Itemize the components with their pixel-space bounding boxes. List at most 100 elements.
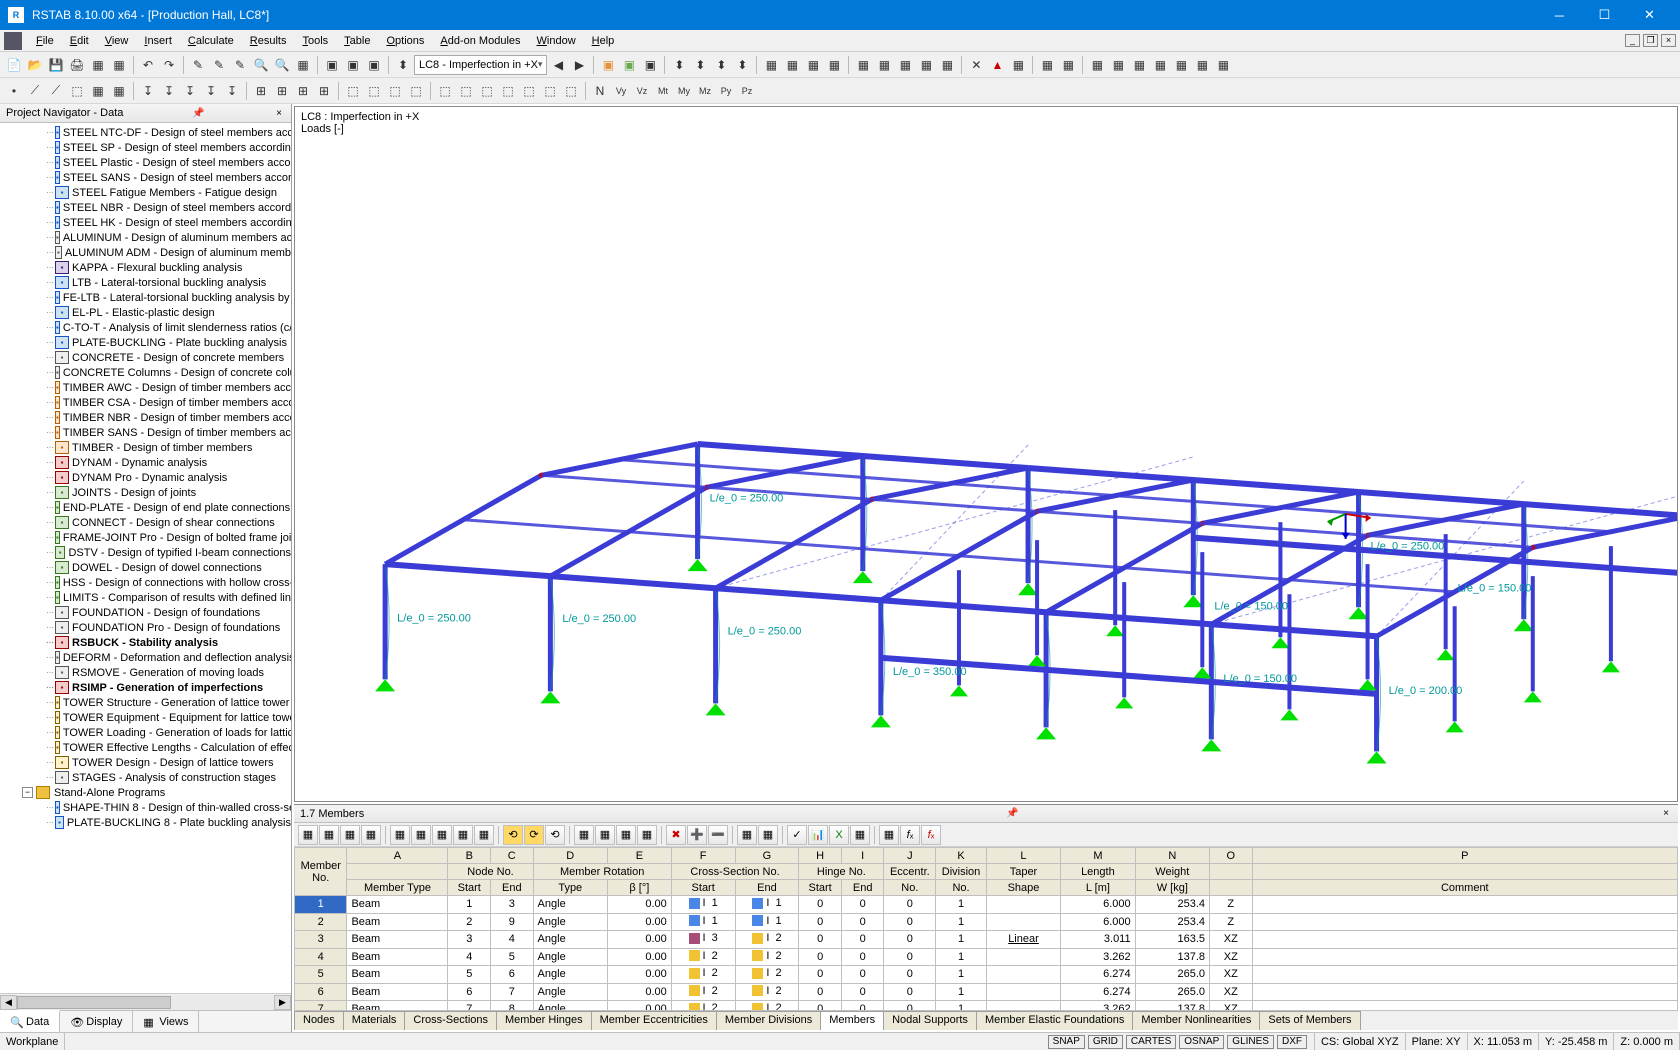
tb-btn-36[interactable]: ✕ <box>966 55 986 75</box>
tb2-3[interactable]: ⟋ <box>46 81 66 101</box>
tb-btn-24[interactable]: ⬍ <box>690 55 710 75</box>
tb2-1[interactable]: • <box>4 81 24 101</box>
tree-item[interactable]: ⋯▪TIMBER CSA - Design of timber members … <box>0 395 291 410</box>
members-tab-member-eccentricities[interactable]: Member Eccentricities <box>591 1011 717 1030</box>
tb2-6[interactable]: ▦ <box>109 81 129 101</box>
tree-item[interactable]: ⋯▪LIMITS - Comparison of results with de… <box>0 590 291 605</box>
tb-btn-42[interactable]: ▦ <box>1108 55 1128 75</box>
tb-btn-31[interactable]: ▦ <box>853 55 873 75</box>
menu-results[interactable]: Results <box>242 33 295 49</box>
tb-btn-21[interactable]: ▣ <box>619 55 639 75</box>
tree-item[interactable]: ⋯▪STEEL Fatigue Members - Fatigue design <box>0 185 291 200</box>
tree-item[interactable]: ⋯▪FRAME-JOINT Pro - Design of bolted fra… <box>0 530 291 545</box>
tb2-8[interactable]: ↧ <box>159 81 179 101</box>
menu-edit[interactable]: Edit <box>62 33 97 49</box>
tb-btn-22[interactable]: ▣ <box>640 55 660 75</box>
mtb-17[interactable]: ✖ <box>666 825 686 845</box>
nav-tab-views[interactable]: ▦Views <box>133 1011 199 1032</box>
tree-item[interactable]: ⋯▪STEEL NTC-DF - Design of steel members… <box>0 125 291 140</box>
tb2-23[interactable]: ⬚ <box>498 81 518 101</box>
menu-add-on-modules[interactable]: Add-on Modules <box>432 33 528 49</box>
mtb-10[interactable]: ⟲ <box>503 825 523 845</box>
mtb-14[interactable]: ▦ <box>595 825 615 845</box>
status-toggle-osnap[interactable]: OSNAP <box>1179 1035 1224 1049</box>
tb-btn-40[interactable]: ▦ <box>1058 55 1078 75</box>
menu-file[interactable]: File <box>28 33 62 49</box>
tree-item[interactable]: ⋯▪PLATE-BUCKLING - Plate buckling analys… <box>0 335 291 350</box>
tb-btn-30[interactable]: ▦ <box>824 55 844 75</box>
tree-item[interactable]: ⋯▪CONCRETE Columns - Design of concrete … <box>0 365 291 380</box>
tb-btn-20[interactable]: ▣ <box>598 55 618 75</box>
mtb-4[interactable]: ▦ <box>361 825 381 845</box>
tb-btn-12[interactable]: 🔍 <box>251 55 271 75</box>
tb-btn-43[interactable]: ▦ <box>1129 55 1149 75</box>
menu-insert[interactable]: Insert <box>136 33 180 49</box>
mtb-13[interactable]: ▦ <box>574 825 594 845</box>
navigator-hscrollbar[interactable]: ◀ ▶ <box>0 993 291 1010</box>
tb-btn-26[interactable]: ⬍ <box>732 55 752 75</box>
tree-item[interactable]: ⋯▪ALUMINUM ADM - Design of aluminum memb <box>0 245 291 260</box>
hscroll-thumb[interactable] <box>17 996 171 1009</box>
tree-item[interactable]: ⋯▪TOWER Structure - Generation of lattic… <box>0 695 291 710</box>
mtb-18[interactable]: ➕ <box>687 825 707 845</box>
status-toggle-glines[interactable]: GLINES <box>1227 1035 1274 1049</box>
tree-item[interactable]: ⋯▪SHAPE-THIN 8 - Design of thin-walled c… <box>0 800 291 815</box>
tree-item[interactable]: ⋯▪STEEL HK - Design of steel members acc… <box>0 215 291 230</box>
tb2-31[interactable]: My <box>674 81 694 101</box>
tb-btn-17[interactable]: ▣ <box>364 55 384 75</box>
tree-item[interactable]: ⋯▪STEEL SP - Design of steel members acc… <box>0 140 291 155</box>
tb-btn-34[interactable]: ▦ <box>916 55 936 75</box>
nav-tab-display[interactable]: 👁Display <box>60 1011 133 1032</box>
tree-item[interactable]: ⋯▪TOWER Loading - Generation of loads fo… <box>0 725 291 740</box>
tb2-22[interactable]: ⬚ <box>477 81 497 101</box>
tree-item[interactable]: ⋯▪STEEL SANS - Design of steel members a… <box>0 170 291 185</box>
tb-btn-11[interactable]: ✎ <box>230 55 250 75</box>
members-grid[interactable]: MemberNo.ABCDEFGHIJKLMNOPNode No.Member … <box>294 847 1678 1010</box>
tb2-15[interactable]: ⊞ <box>314 81 334 101</box>
tree-item[interactable]: ⋯▪PLATE-BUCKLING 8 - Plate buckling anal… <box>0 815 291 830</box>
tb-btn-10[interactable]: ✎ <box>209 55 229 75</box>
tb-new[interactable]: 📄 <box>4 55 24 75</box>
tree-item[interactable]: ⋯▪CONNECT - Design of shear connections <box>0 515 291 530</box>
tree-item[interactable]: ⋯▪END-PLATE - Design of end plate connec… <box>0 500 291 515</box>
tb2-30[interactable]: Mt <box>653 81 673 101</box>
tb-btn-33[interactable]: ▦ <box>895 55 915 75</box>
tree-item[interactable]: ⋯▪FOUNDATION Pro - Design of foundations <box>0 620 291 635</box>
tree-item[interactable]: ⋯▪DYNAM - Dynamic analysis <box>0 455 291 470</box>
maximize-button[interactable]: ☐ <box>1582 0 1627 30</box>
menu-window[interactable]: Window <box>529 33 584 49</box>
tb2-32[interactable]: Mz <box>695 81 715 101</box>
tree-item[interactable]: ⋯▪TOWER Design - Design of lattice tower… <box>0 755 291 770</box>
menu-table[interactable]: Table <box>336 33 378 49</box>
menu-options[interactable]: Options <box>378 33 432 49</box>
mtb-9[interactable]: ▦ <box>474 825 494 845</box>
tb2-27[interactable]: N <box>590 81 610 101</box>
tb-btn-38[interactable]: ▦ <box>1008 55 1028 75</box>
tb-btn-39[interactable]: ▦ <box>1037 55 1057 75</box>
hscroll-right[interactable]: ▶ <box>274 995 291 1010</box>
mtb-22[interactable]: ✓ <box>787 825 807 845</box>
tree-item[interactable]: ⋯▪C-TO-T - Analysis of limit slenderness… <box>0 320 291 335</box>
mtb-6[interactable]: ▦ <box>411 825 431 845</box>
mtb-2[interactable]: ▦ <box>319 825 339 845</box>
tb2-28[interactable]: Vy <box>611 81 631 101</box>
status-toggle-dxf[interactable]: DXF <box>1277 1035 1307 1049</box>
tb-btn-14[interactable]: ▦ <box>293 55 313 75</box>
tb-btn-27[interactable]: ▦ <box>761 55 781 75</box>
tb-btn-41[interactable]: ▦ <box>1087 55 1107 75</box>
tb-btn-32[interactable]: ▦ <box>874 55 894 75</box>
members-tab-nodal-supports[interactable]: Nodal Supports <box>883 1011 977 1030</box>
tree-item[interactable]: ⋯▪STAGES - Analysis of construction stag… <box>0 770 291 785</box>
tb-btn-23[interactable]: ⬍ <box>669 55 689 75</box>
mtb-fx[interactable]: fₓ <box>900 825 920 845</box>
menu-help[interactable]: Help <box>584 33 623 49</box>
tree-item[interactable]: ⋯▪TOWER Effective Lengths - Calculation … <box>0 740 291 755</box>
tree-item[interactable]: ⋯▪LTB - Lateral-torsional buckling analy… <box>0 275 291 290</box>
mtb-excel[interactable]: X <box>829 825 849 845</box>
tb-btn-9[interactable]: ✎ <box>188 55 208 75</box>
tb-btn-45[interactable]: ▦ <box>1171 55 1191 75</box>
3d-viewport[interactable]: LC8 : Imperfection in +X Loads [-] L/e_0… <box>294 106 1678 802</box>
tree-item[interactable]: ⋯▪TIMBER - Design of timber members <box>0 440 291 455</box>
mtb-25[interactable]: ▦ <box>850 825 870 845</box>
members-close-icon[interactable]: × <box>1660 808 1672 819</box>
